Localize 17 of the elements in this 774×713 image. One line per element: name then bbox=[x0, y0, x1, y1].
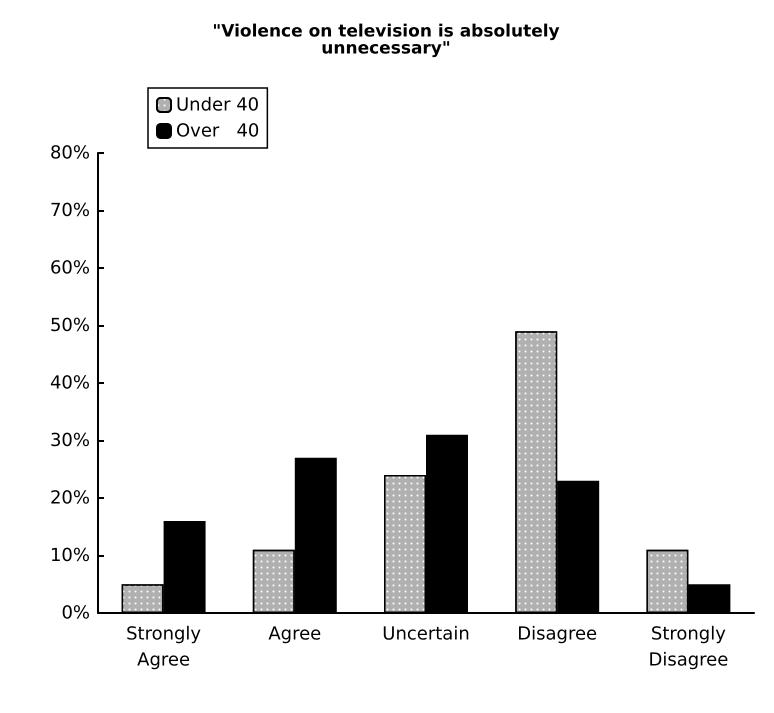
y-tick-label: 40% bbox=[50, 372, 90, 394]
y-tick-label: 50% bbox=[50, 315, 90, 336]
y-tick-label: 10% bbox=[50, 545, 90, 566]
x-tick-label: Strongly Agree bbox=[126, 624, 202, 670]
x-tick-label: Agree bbox=[268, 624, 322, 644]
legend-label: Under 40 bbox=[176, 94, 260, 116]
y-tick-label: 60% bbox=[50, 258, 90, 278]
y-tick-label: 0% bbox=[61, 602, 90, 624]
legend-label: Over 40 bbox=[176, 120, 260, 142]
x-tick-label: Disagree bbox=[517, 624, 598, 644]
y-tick-label: 30% bbox=[50, 430, 90, 451]
chart-title: "Violence on television is absolutely unnecessary" bbox=[212, 22, 560, 58]
x-tick-label: Uncertain bbox=[382, 624, 470, 644]
y-tick-label: 80% bbox=[50, 142, 90, 164]
x-tick-label: Strongly Disagree bbox=[648, 624, 728, 670]
y-tick-label: 20% bbox=[50, 488, 90, 508]
y-tick-label: 70% bbox=[50, 200, 90, 221]
